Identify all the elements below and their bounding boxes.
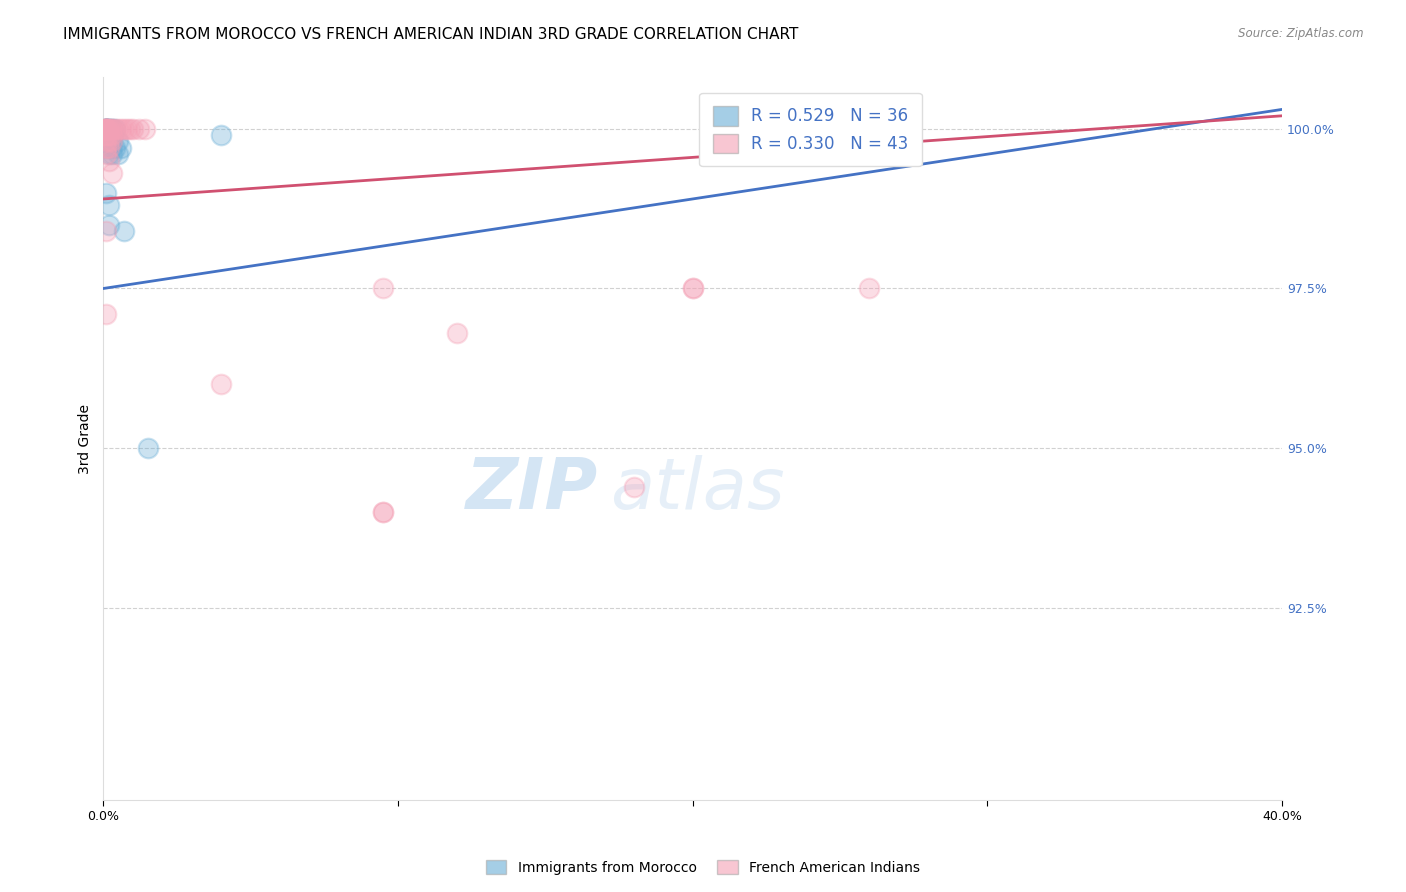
- Point: [104, 121, 127, 136]
- Point: [101, 135, 124, 149]
- Point: [96, 186, 118, 200]
- Text: ZIP: ZIP: [467, 455, 599, 524]
- Point: [101, 147, 124, 161]
- Point: [101, 141, 124, 155]
- Point: [134, 121, 156, 136]
- Point: [98, 218, 121, 232]
- Point: [98, 141, 121, 155]
- Point: [96, 121, 118, 136]
- Point: [96, 307, 118, 321]
- Point: [98, 141, 121, 155]
- Point: [98, 147, 121, 161]
- Y-axis label: 3rd Grade: 3rd Grade: [79, 404, 93, 474]
- Point: [107, 121, 129, 136]
- Point: [104, 121, 127, 136]
- Point: [101, 128, 124, 142]
- Point: [96, 128, 118, 142]
- Point: [98, 121, 121, 136]
- Point: [96, 121, 118, 136]
- Point: [96, 121, 118, 136]
- Point: [96, 121, 118, 136]
- Point: [373, 505, 395, 519]
- Point: [110, 121, 132, 136]
- Point: [446, 326, 468, 341]
- Point: [98, 153, 121, 168]
- Point: [107, 135, 129, 149]
- Point: [96, 121, 118, 136]
- Point: [98, 135, 121, 149]
- Point: [96, 121, 118, 136]
- Point: [96, 121, 118, 136]
- Legend: R = 0.529   N = 36, R = 0.330   N = 43: R = 0.529 N = 36, R = 0.330 N = 43: [699, 93, 922, 167]
- Point: [98, 128, 121, 142]
- Point: [96, 121, 118, 136]
- Point: [118, 121, 141, 136]
- Text: Source: ZipAtlas.com: Source: ZipAtlas.com: [1239, 27, 1364, 40]
- Point: [136, 442, 159, 456]
- Text: atlas: atlas: [610, 455, 785, 524]
- Legend: Immigrants from Morocco, French American Indians: Immigrants from Morocco, French American…: [479, 855, 927, 880]
- Point: [96, 224, 118, 238]
- Point: [101, 121, 124, 136]
- Point: [112, 121, 135, 136]
- Point: [96, 135, 118, 149]
- Point: [98, 121, 121, 136]
- Point: [96, 121, 118, 136]
- Point: [101, 166, 124, 180]
- Point: [98, 121, 121, 136]
- Point: [96, 147, 118, 161]
- Point: [98, 128, 121, 142]
- Point: [98, 135, 121, 149]
- Point: [101, 135, 124, 149]
- Point: [623, 480, 645, 494]
- Point: [98, 198, 121, 212]
- Point: [107, 147, 129, 161]
- Point: [101, 121, 124, 136]
- Point: [209, 377, 232, 392]
- Point: [96, 121, 118, 136]
- Point: [121, 121, 143, 136]
- Point: [373, 281, 395, 295]
- Point: [104, 141, 127, 155]
- Point: [96, 121, 118, 136]
- Point: [209, 128, 232, 142]
- Point: [98, 128, 121, 142]
- Point: [96, 121, 118, 136]
- Point: [96, 128, 118, 142]
- Point: [96, 121, 118, 136]
- Point: [110, 141, 132, 155]
- Point: [682, 281, 704, 295]
- Text: IMMIGRANTS FROM MOROCCO VS FRENCH AMERICAN INDIAN 3RD GRADE CORRELATION CHART: IMMIGRANTS FROM MOROCCO VS FRENCH AMERIC…: [63, 27, 799, 42]
- Point: [96, 121, 118, 136]
- Point: [101, 121, 124, 136]
- Point: [101, 128, 124, 142]
- Point: [98, 121, 121, 136]
- Point: [682, 281, 704, 295]
- Point: [101, 121, 124, 136]
- Point: [96, 141, 118, 155]
- Point: [112, 224, 135, 238]
- Point: [98, 121, 121, 136]
- Point: [96, 128, 118, 142]
- Point: [858, 281, 880, 295]
- Point: [115, 121, 138, 136]
- Point: [128, 121, 150, 136]
- Point: [96, 141, 118, 155]
- Point: [373, 505, 395, 519]
- Point: [96, 121, 118, 136]
- Point: [96, 121, 118, 136]
